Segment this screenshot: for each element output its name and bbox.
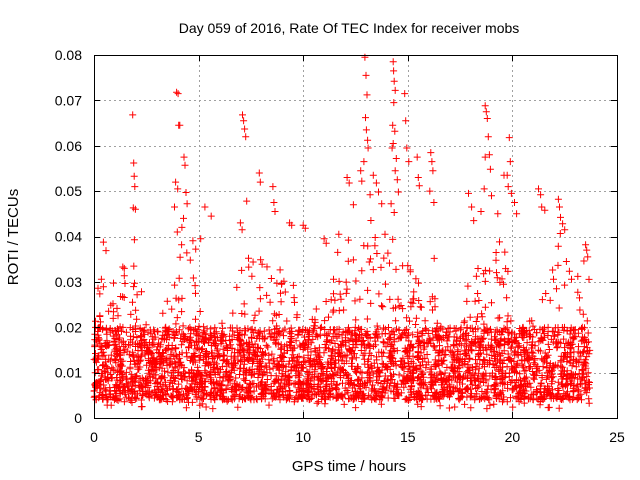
x-axis-title: GPS time / hours (292, 458, 406, 475)
y-axis-title: ROTI / TECUs (5, 189, 22, 285)
x-tick-label: 15 (400, 429, 416, 445)
y-tick-label: 0.06 (55, 138, 82, 154)
x-tick-label: 20 (505, 429, 521, 445)
x-tick-label: 5 (195, 429, 203, 445)
y-tick-label: 0.05 (55, 183, 82, 199)
y-tick-labels: 0 0.01 0.02 0.03 0.04 0.05 0.06 0.07 0.08 (55, 47, 82, 426)
y-tick-label: 0.04 (55, 229, 82, 245)
roti-plus-markers (90, 53, 594, 413)
y-tick-label: 0.03 (55, 274, 82, 290)
y-tick-label: 0 (74, 410, 82, 426)
x-tick-label: 10 (295, 429, 311, 445)
y-tick-label: 0.07 (55, 92, 82, 108)
y-tick-label: 0.08 (55, 47, 82, 63)
x-tick-label: 25 (609, 429, 625, 445)
axis-ticks (94, 55, 618, 419)
chart-title: Day 059 of 2016, Rate Of TEC Index for r… (179, 20, 520, 36)
x-tick-labels: 0 5 10 15 20 25 (90, 429, 625, 445)
data-points (90, 53, 594, 413)
grid-lines (94, 55, 617, 418)
x-tick-label: 0 (90, 429, 98, 445)
y-tick-label: 0.01 (55, 365, 82, 381)
y-tick-label: 0.02 (55, 319, 82, 335)
